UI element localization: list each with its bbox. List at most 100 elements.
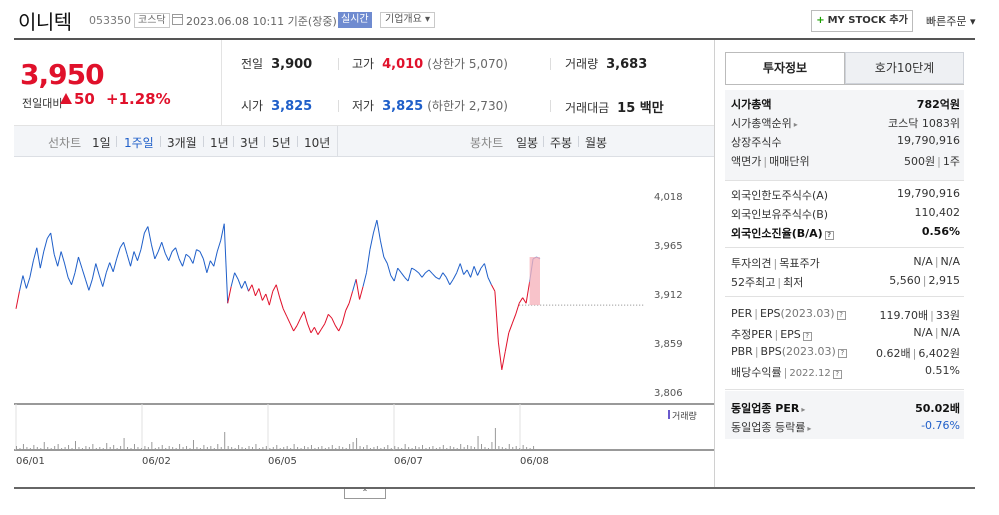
- period-1w[interactable]: 1주일: [124, 136, 154, 150]
- tab-investment-info[interactable]: 투자정보: [725, 52, 845, 84]
- price-segment: [164, 253, 170, 261]
- volume-bar: [106, 443, 108, 450]
- collapse-chart-button[interactable]: ⌃: [344, 489, 386, 499]
- x-tick-label: 06/05: [268, 456, 297, 467]
- price-segment: [171, 247, 176, 252]
- price-segment: [432, 273, 437, 278]
- price-segment: [220, 223, 225, 241]
- volume-bar: [116, 448, 118, 450]
- volume-bar: [293, 444, 295, 450]
- price-segment: [74, 256, 79, 273]
- price-segment: [268, 291, 274, 306]
- price-segment: [161, 242, 166, 254]
- volume-bar: [286, 446, 288, 450]
- volume-bar: [439, 447, 441, 450]
- price-segment: [154, 251, 159, 260]
- arrow-right-icon: ▸: [793, 120, 798, 129]
- price-segment: [300, 311, 305, 319]
- volume-bar: [95, 448, 97, 450]
- price-segment: [435, 276, 440, 280]
- row-industry-per[interactable]: 동일업종 PER ▸ 50.02배: [731, 402, 960, 415]
- price-segment: [199, 251, 204, 260]
- volume-bar: [290, 448, 292, 450]
- volume-bar: [481, 444, 483, 450]
- help-icon[interactable]: ?: [836, 311, 846, 320]
- help-icon[interactable]: ?: [802, 332, 812, 341]
- price-segment: [397, 267, 402, 274]
- row-par-unit: 액면가 | 매매단위 500원 | 1주: [731, 155, 960, 168]
- tab-orderbook-10[interactable]: 호가10단계: [845, 52, 964, 84]
- price-change: 50: [60, 90, 95, 108]
- volume-bar: [113, 445, 115, 450]
- help-icon[interactable]: ?: [837, 349, 847, 358]
- price-chart[interactable]: 4,018 3,965 3,912 3,859 3,806 거래량 06/01 06/02 06…: [14, 158, 714, 488]
- help-icon[interactable]: ?: [832, 370, 842, 379]
- candle-monthly[interactable]: 월봉: [585, 136, 608, 150]
- price-segment: [518, 297, 524, 304]
- row-cap-rank[interactable]: 시가총액순위 ▸ 코스닥 1083위: [731, 117, 960, 130]
- volume-bar: [92, 444, 94, 450]
- volume-bar: [158, 447, 160, 450]
- price-segment: [244, 280, 249, 292]
- stat-volume: 거래량 3,683: [565, 57, 648, 72]
- period-3m[interactable]: 3개월: [167, 136, 197, 150]
- volume-bar: [133, 444, 135, 450]
- company-info-dropdown[interactable]: 기업개요 ▾: [380, 12, 435, 28]
- volume-bar: [22, 444, 24, 450]
- row-opinion-target: 투자의견 | 목표주가 N/A | N/A: [731, 255, 960, 270]
- volume-bar: [99, 447, 101, 450]
- row-industry-rate[interactable]: 동일업종 등락률 ▸ -0.76%: [731, 419, 960, 434]
- period-1d[interactable]: 1일: [92, 136, 111, 150]
- quick-order-dropdown[interactable]: 빠른주문 ▾: [926, 15, 976, 28]
- price-segment: [470, 266, 475, 278]
- volume-bar: [262, 447, 264, 450]
- price-segment: [126, 254, 131, 267]
- volume-bar: [470, 446, 472, 450]
- volume-bar: [491, 442, 493, 450]
- volume-bar: [529, 448, 531, 450]
- stat-amount: 거래대금 15 백만: [565, 101, 664, 116]
- price-segment: [497, 342, 503, 370]
- row-52week: 52주최고 | 최저 5,560 | 2,915: [731, 274, 960, 289]
- price-segment: [393, 267, 399, 282]
- period-3y[interactable]: 3년: [240, 136, 259, 150]
- volume-bar: [463, 447, 465, 450]
- period-10y[interactable]: 10년: [304, 136, 331, 150]
- volume-bar: [16, 446, 17, 450]
- volume-bar: [29, 448, 31, 450]
- change-rate: +1.28%: [106, 90, 171, 108]
- price-stats: 전일 3,900 고가 4,010 (상한가 5,070) 거래량 3,683 시가 3,…: [222, 40, 714, 126]
- volume-bar: [376, 446, 378, 450]
- price-segment: [473, 266, 479, 276]
- volume-bar: [397, 447, 399, 450]
- price-segment: [22, 275, 27, 289]
- candle-weekly[interactable]: 주봉: [550, 136, 573, 150]
- price-segment: [130, 251, 135, 267]
- help-icon[interactable]: ?: [824, 231, 834, 240]
- x-tick-label: 06/01: [16, 456, 45, 467]
- group-opinion: 투자의견 | 목표주가 N/A | N/A 52주최고 | 최저 5,560 | 2,915: [725, 248, 964, 296]
- volume-bar: [418, 447, 420, 450]
- period-5y[interactable]: 5년: [272, 136, 291, 150]
- volume-bar: [231, 447, 233, 450]
- period-1y[interactable]: 1년: [210, 136, 229, 150]
- price-segment: [182, 254, 187, 267]
- price-segment: [449, 278, 454, 286]
- price-segment: [67, 277, 72, 285]
- candle-daily[interactable]: 일봉: [516, 136, 539, 150]
- price-segment: [452, 272, 458, 280]
- add-mystock-button[interactable]: + MY STOCK 추가: [811, 10, 913, 32]
- price-segment: [216, 240, 222, 252]
- volume-bar: [57, 444, 59, 450]
- realtime-badge[interactable]: 실시간: [338, 12, 372, 28]
- price-segment: [317, 328, 322, 335]
- price-segment: [307, 323, 312, 334]
- volume-bar: [196, 447, 198, 450]
- price-segment: [178, 258, 184, 267]
- volume-bar: [189, 448, 191, 450]
- change-label: 전일대비: [22, 97, 63, 110]
- price-segment: [213, 251, 218, 267]
- volume-bar: [140, 448, 142, 450]
- volume-bar: [40, 448, 42, 450]
- candle-chart-label: 봉차트: [470, 136, 504, 150]
